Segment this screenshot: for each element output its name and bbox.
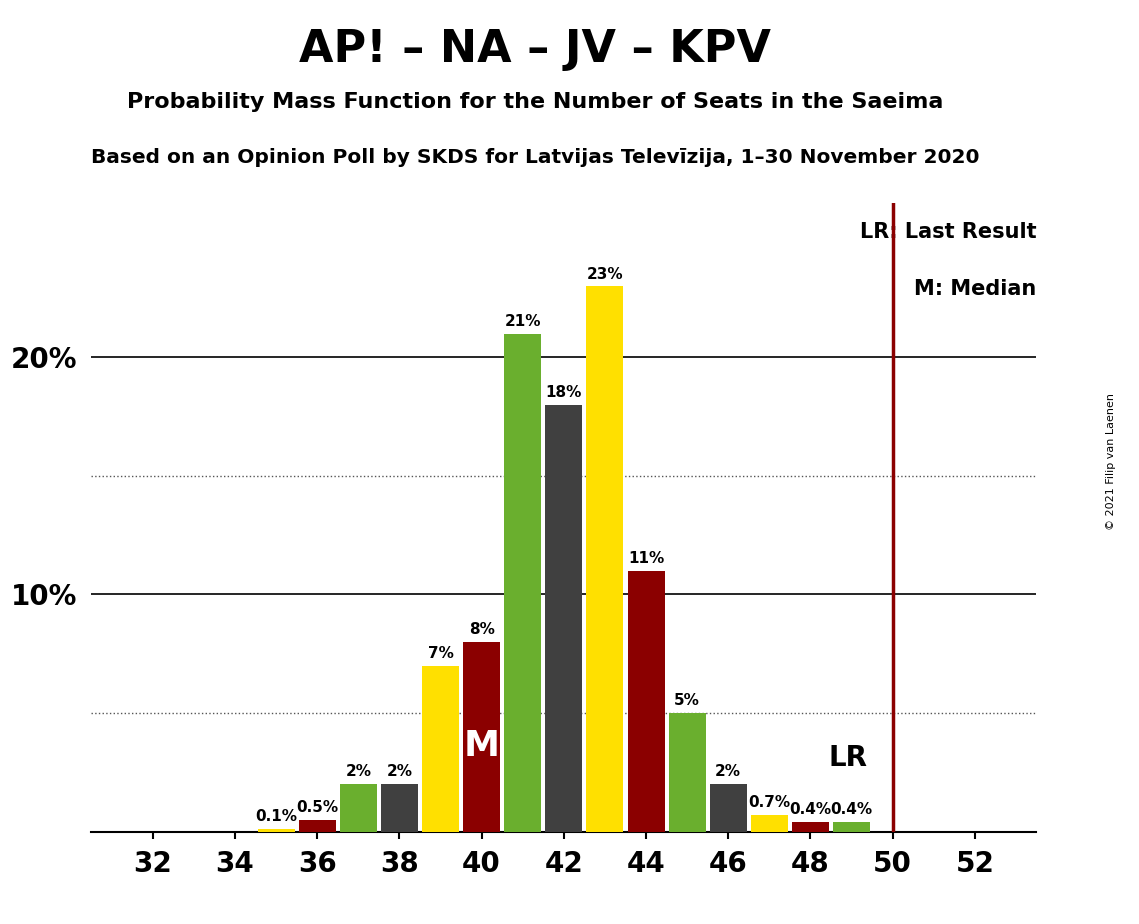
Text: 21%: 21%	[505, 314, 541, 329]
Bar	[421, 665, 459, 832]
Text: 2%: 2%	[715, 764, 741, 780]
Text: 2%: 2%	[386, 764, 412, 780]
Text: 11%: 11%	[628, 551, 664, 566]
Bar	[792, 822, 829, 832]
Text: 0.4%: 0.4%	[789, 802, 831, 818]
Text: 7%: 7%	[427, 646, 453, 661]
Bar	[710, 784, 747, 832]
Text: M: Median: M: Median	[915, 279, 1036, 298]
Bar	[298, 820, 336, 832]
Text: Based on an Opinion Poll by SKDS for Latvijas Televīzija, 1–30 November 2020: Based on an Opinion Poll by SKDS for Lat…	[91, 148, 980, 167]
Bar	[464, 642, 500, 832]
Bar	[546, 405, 582, 832]
Text: 8%: 8%	[468, 622, 494, 638]
Bar	[257, 829, 295, 832]
Bar	[833, 822, 870, 832]
Text: LR: Last Result: LR: Last Result	[860, 222, 1036, 242]
Text: LR: LR	[829, 745, 868, 772]
Text: 23%: 23%	[587, 266, 623, 282]
Bar	[751, 815, 788, 832]
Text: 0.7%: 0.7%	[748, 796, 790, 810]
Text: 2%: 2%	[345, 764, 371, 780]
Bar	[505, 334, 541, 832]
Text: © 2021 Filip van Laenen: © 2021 Filip van Laenen	[1106, 394, 1115, 530]
Bar	[587, 286, 623, 832]
Text: 5%: 5%	[674, 693, 700, 709]
Text: 0.5%: 0.5%	[296, 800, 338, 815]
Text: Probability Mass Function for the Number of Seats in the Saeima: Probability Mass Function for the Number…	[128, 92, 943, 113]
Bar	[380, 784, 418, 832]
Bar	[669, 713, 706, 832]
Text: AP! – NA – JV – KPV: AP! – NA – JV – KPV	[300, 28, 771, 71]
Text: M: M	[464, 729, 500, 763]
Bar	[628, 571, 664, 832]
Bar	[339, 784, 377, 832]
Text: 18%: 18%	[546, 385, 582, 400]
Text: 0.4%: 0.4%	[830, 802, 872, 818]
Text: 0.1%: 0.1%	[255, 809, 297, 824]
